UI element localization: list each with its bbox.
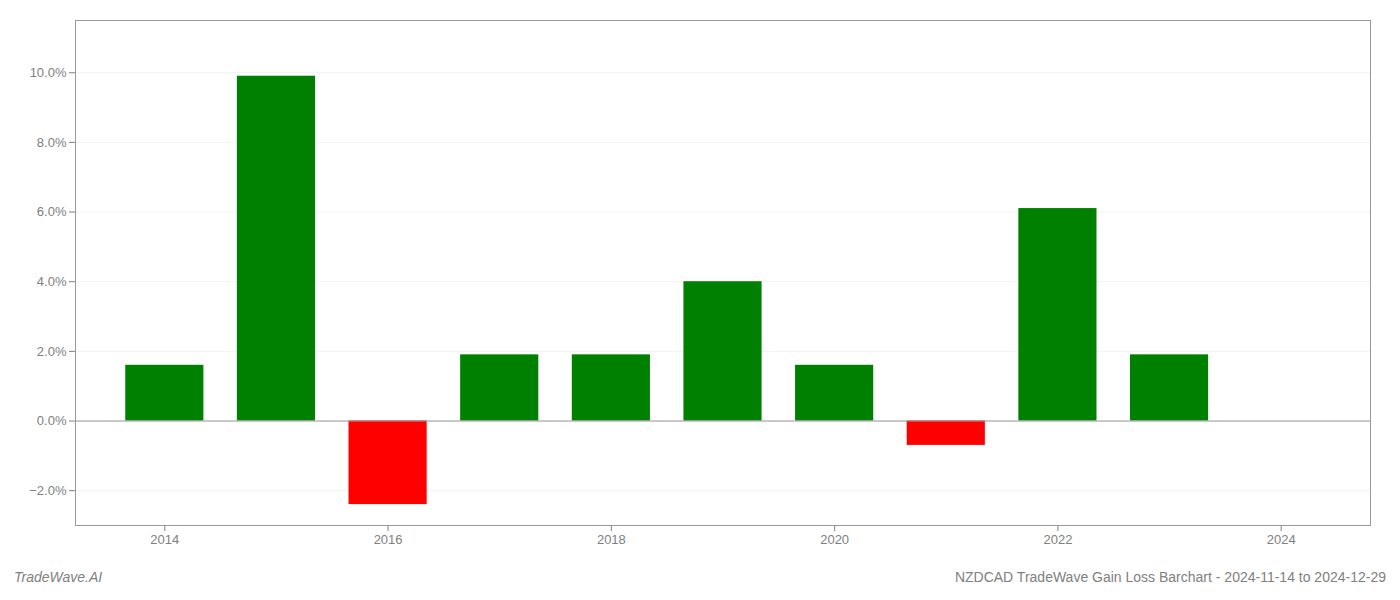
svg-text:2014: 2014 (150, 532, 179, 547)
svg-text:2016: 2016 (374, 532, 403, 547)
svg-text:2020: 2020 (820, 532, 849, 547)
html-text:TradeWave.AI: TradeWave.AI (14, 569, 103, 585)
svg-text:2024: 2024 (1267, 532, 1296, 547)
svg-text:2018: 2018 (597, 532, 626, 547)
svg-text:2.0%: 2.0% (37, 344, 67, 359)
svg-text:−2.0%: −2.0% (29, 483, 67, 498)
svg-text:8.0%: 8.0% (37, 135, 67, 150)
svg-text:0.0%: 0.0% (37, 413, 67, 428)
svg-text:10.0%: 10.0% (30, 65, 67, 80)
svg-text:4.0%: 4.0% (37, 274, 67, 289)
svg-text:6.0%: 6.0% (37, 204, 67, 219)
html-text:NZDCAD TradeWave Gain Loss Bar: NZDCAD TradeWave Gain Loss Barchart - 20… (954, 569, 1386, 585)
svg-text:2022: 2022 (1043, 532, 1072, 547)
